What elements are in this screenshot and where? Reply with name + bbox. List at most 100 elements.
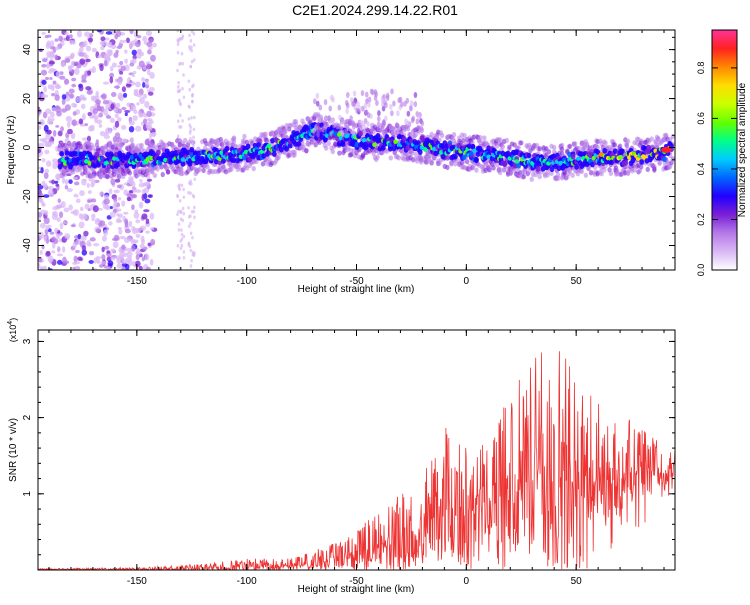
noise-cell [189, 64, 193, 69]
ridge-halo-cell [276, 154, 281, 160]
ridge-peak [618, 154, 623, 160]
ridge-halo-cell [323, 145, 329, 151]
noise-cell [135, 81, 141, 88]
colorbar-label: Normalized spectral amplitude [737, 82, 748, 217]
noise-cell [58, 203, 63, 209]
plume-cell [394, 122, 399, 129]
noise-cell [128, 259, 133, 267]
noise-cell [116, 263, 123, 269]
plume-cell [338, 114, 342, 121]
noise-cell [181, 61, 185, 66]
noise-cell [142, 35, 148, 42]
plume-cell [370, 125, 374, 132]
noise-cell [49, 111, 55, 119]
noise-cell [47, 116, 51, 122]
noise-cell [43, 124, 49, 132]
noise-cell [131, 204, 135, 211]
ridge-halo-cell [504, 137, 509, 143]
noise-cell [129, 79, 133, 84]
snr-multiplier-exponent: 4 [7, 321, 14, 325]
noise-cell [126, 196, 132, 202]
ridge-halo-cell [551, 144, 557, 151]
ridge-halo-cell [114, 143, 119, 149]
snr-y-axis-label: SNR (10 * v/v) [8, 418, 19, 482]
noise-cell [44, 168, 50, 174]
noise-cell [182, 73, 185, 77]
noise-cell [45, 227, 49, 231]
noise-cell [177, 209, 180, 214]
ridge-cell [247, 156, 253, 163]
ridge-halo-cell [110, 144, 115, 150]
noise-cell [84, 203, 90, 210]
noise-cell [64, 32, 69, 36]
ridge-halo-cell [218, 136, 223, 143]
noise-cell [43, 183, 48, 189]
noise-cell [43, 217, 50, 225]
noise-cell [182, 95, 186, 100]
noise-cell [39, 119, 45, 126]
noise-cell [77, 50, 84, 57]
noise-cell [144, 83, 150, 89]
noise-cell [176, 89, 180, 94]
noise-cell [114, 120, 120, 128]
noise-cell [86, 182, 90, 188]
noise-cell [189, 248, 193, 253]
ridge-halo-cell [638, 164, 644, 170]
x-tick-label: -100 [237, 576, 257, 587]
noise-cell [111, 237, 118, 241]
noise-cell [105, 31, 113, 35]
ridge-halo-cell [292, 149, 297, 155]
ridge-halo-cell [429, 131, 434, 137]
plume-cell [323, 121, 327, 128]
ridge-halo-cell [267, 157, 272, 163]
ridge-cell [526, 152, 532, 159]
plume-cell [364, 109, 369, 116]
noise-cell [130, 104, 137, 112]
noise-cell [135, 227, 142, 234]
noise-cell [104, 37, 110, 41]
ridge-halo-cell [645, 166, 650, 173]
colorbar-tick-label: 0.8 [696, 62, 706, 75]
noise-cell [180, 232, 184, 237]
colorbar-tick-label: 0.0 [696, 264, 706, 277]
noise-cell [70, 60, 75, 68]
ridge-halo-cell [179, 166, 184, 172]
noise-cell [141, 193, 145, 202]
noise-cell [54, 94, 60, 101]
noise-cell [187, 206, 190, 210]
noise-cell [124, 109, 131, 113]
noise-cell [81, 74, 87, 82]
snr-series [38, 351, 675, 570]
noise-cell [72, 261, 77, 265]
ridge-halo-cell [445, 164, 450, 170]
noise-cell [129, 30, 134, 35]
noise-cell [129, 62, 135, 67]
noise-cell [140, 235, 145, 242]
noise-cell [84, 31, 91, 37]
ridge-cell [602, 148, 608, 154]
ridge-halo-cell [478, 135, 483, 141]
snr-line [38, 351, 675, 570]
noise-cell [117, 78, 122, 86]
noise-cell [45, 133, 52, 141]
noise-cell [41, 63, 47, 68]
noise-cell [96, 106, 102, 112]
noise-cell [55, 105, 60, 110]
noise-cell [135, 125, 142, 132]
ridge-halo-cell [144, 139, 150, 146]
ridge-cell [271, 151, 277, 157]
colorbar-frame [711, 29, 738, 271]
ridge-cell [535, 166, 541, 172]
ridge-cell [254, 149, 260, 155]
noise-cell [145, 266, 151, 270]
plume-cell [366, 120, 370, 127]
noise-cell [115, 255, 121, 260]
noise-cell [107, 221, 113, 226]
noise-cell [100, 260, 107, 265]
y-tick-label: 1 [22, 491, 33, 497]
plume-cell [388, 123, 393, 130]
noise-cell [119, 71, 124, 75]
plume-cell [358, 105, 362, 112]
ridge-halo-cell [349, 151, 354, 158]
noise-cell [110, 91, 117, 97]
